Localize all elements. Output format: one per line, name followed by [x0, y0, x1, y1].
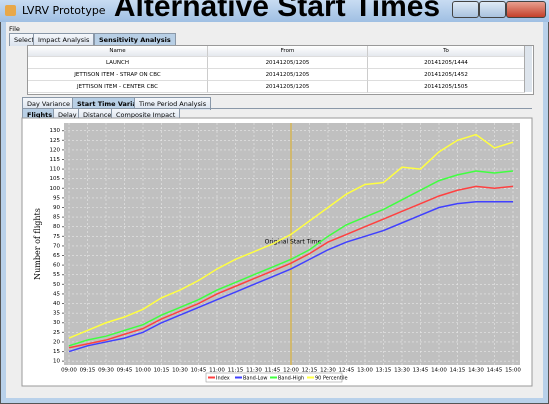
scrollbar[interactable] — [524, 46, 532, 92]
y-tick-label: 100 — [50, 186, 61, 192]
series-line — [68, 133, 514, 339]
table-cell[interactable]: 20141205/1205 — [208, 57, 368, 69]
y-axis-label: Number of flights — [33, 208, 42, 280]
y-tick-label: 15 — [53, 349, 60, 355]
y-tick-label: 40 — [53, 301, 60, 307]
y-tick-label: 110 — [50, 167, 61, 173]
y-tick-label: 55 — [53, 272, 60, 278]
x-tick-label: 14:00 — [431, 368, 447, 374]
app-icon — [5, 5, 16, 16]
close-button[interactable] — [506, 1, 546, 18]
table-cell[interactable]: JETTISON ITEM - CENTER CBC — [28, 81, 208, 93]
table-header: Name — [28, 46, 208, 57]
y-tick-label: 45 — [53, 291, 60, 297]
y-tick-label: 70 — [53, 243, 60, 249]
series-line — [68, 170, 514, 347]
x-tick-label: 11:15 — [228, 368, 244, 374]
x-tick-label: 13:45 — [413, 368, 429, 374]
x-tick-label: 09:15 — [80, 368, 96, 374]
x-tick-label: 10:00 — [135, 368, 151, 374]
x-tick-label: 10:30 — [172, 368, 188, 374]
x-tick-label: 12:45 — [339, 368, 355, 374]
tab[interactable]: Time Period Analysis — [134, 97, 212, 110]
minimize-button[interactable] — [452, 1, 479, 18]
y-tick-label: 60 — [53, 263, 60, 269]
y-tick-label: 120 — [50, 147, 61, 153]
x-tick-label: 11:00 — [209, 368, 225, 374]
x-tick-label: 14:15 — [450, 368, 466, 374]
y-tick-label: 25 — [53, 330, 60, 336]
x-tick-label: 13:15 — [376, 368, 392, 374]
legend-label: Index — [216, 376, 230, 382]
title-bar — [0, 0, 549, 22]
y-tick-label: 90 — [53, 205, 60, 211]
x-tick-label: 10:45 — [191, 368, 207, 374]
plot-area — [64, 123, 520, 365]
subtab-panel — [22, 108, 532, 119]
y-tick-label: 35 — [53, 311, 60, 317]
y-tick-label: 20 — [53, 339, 60, 345]
x-tick-label: 09:30 — [98, 368, 114, 374]
menu-item[interactable]: File — [9, 25, 20, 33]
y-tick-label: 130 — [50, 128, 61, 134]
y-tick-label: 105 — [50, 176, 61, 182]
y-tick-label: 50 — [53, 282, 60, 288]
x-tick-label: 11:30 — [246, 368, 262, 374]
maximize-button[interactable] — [479, 1, 506, 18]
y-tick-label: 95 — [53, 195, 60, 201]
x-tick-label: 12:00 — [283, 368, 299, 374]
y-tick-label: 85 — [53, 215, 60, 221]
window-title: LVRV Prototype — [22, 4, 106, 17]
x-tick-label: 12:30 — [320, 368, 336, 374]
legend-label: Band-High — [278, 376, 304, 382]
y-tick-label: 115 — [50, 157, 61, 163]
x-tick-label: 13:30 — [394, 368, 410, 374]
y-tick-label: 80 — [53, 224, 60, 230]
y-tick-label: 125 — [50, 138, 61, 144]
legend-label: Band-Low — [243, 376, 268, 382]
table-header: From — [208, 46, 368, 57]
y-tick-label: 30 — [53, 320, 60, 326]
y-tick-label: 10 — [53, 359, 60, 365]
table-cell[interactable]: LAUNCH — [28, 57, 208, 69]
x-tick-label: 10:15 — [154, 368, 170, 374]
chart-title: Alternative Start Times — [114, 0, 440, 23]
annotation: Original Start Time — [265, 239, 322, 246]
x-tick-label: 15:00 — [505, 368, 521, 374]
y-tick-label: 75 — [53, 234, 60, 240]
table-cell[interactable]: JETTISON ITEM - STRAP ON CBC — [28, 69, 208, 81]
tab[interactable]: Impact Analysis — [33, 33, 95, 46]
x-tick-label: 14:45 — [487, 368, 503, 374]
x-tick-label: 13:00 — [357, 368, 373, 374]
series-line — [68, 185, 514, 349]
tab[interactable]: Sensitivity Analysis — [94, 33, 176, 46]
series-line — [68, 200, 513, 353]
x-tick-label: 09:00 — [61, 368, 77, 374]
x-tick-label: 09:45 — [117, 368, 133, 374]
table-cell[interactable]: 20141205/1205 — [208, 81, 368, 93]
y-tick-label: 65 — [53, 253, 60, 259]
x-tick-label: 12:15 — [302, 368, 318, 374]
x-tick-label: 14:30 — [468, 368, 484, 374]
legend-label: 90 Percentile — [315, 376, 348, 382]
table-cell[interactable]: 20141205/1205 — [208, 69, 368, 81]
x-tick-label: 11:45 — [265, 368, 281, 374]
